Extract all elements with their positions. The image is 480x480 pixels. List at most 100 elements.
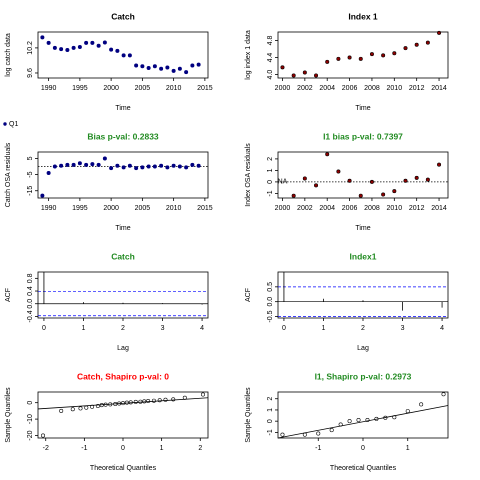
x-tick-label: 1990 [41,205,57,212]
x-tick-label: 0 [121,445,125,452]
point [336,56,341,61]
point [41,433,46,438]
point [77,45,82,50]
point [103,402,108,407]
point [165,165,170,170]
y-tick-label: 0.0 [27,299,34,309]
y-tick-label: 5 [27,156,34,160]
x-tick-label: 2002 [297,205,313,212]
point [291,193,296,198]
point [200,392,205,397]
point [109,47,114,52]
x-tick-label: 1 [82,325,86,332]
point [84,40,89,45]
y-tick-label: 0 [267,419,274,423]
y-axis-label: Sample Quantiles [5,387,12,443]
x-tick-label: -1 [81,445,87,452]
x-tick-label: -1 [315,445,321,452]
point [369,52,374,57]
point [121,53,126,58]
point [383,415,388,420]
point [40,193,45,198]
x-tick-label: 0 [282,325,286,332]
point [405,409,410,414]
point [403,178,408,183]
point [90,404,95,409]
point [90,40,95,45]
x-axis-label: Time [355,225,370,232]
point [40,35,45,40]
point [113,401,118,406]
point [437,30,442,35]
point [190,162,195,167]
plot-box [37,151,209,199]
y-tick-label: 9.6 [27,68,34,78]
point [441,392,446,397]
x-axis-label: Time [355,105,370,112]
point [165,65,170,70]
point [365,418,370,423]
point [102,40,107,45]
point [52,164,57,169]
point [96,162,101,167]
y-tick-label: 10.2 [27,41,34,55]
plot-box [37,391,209,439]
point [325,59,330,64]
x-axis-label: Theoretical Quantiles [90,465,157,472]
y-tick-label: 4.0 [267,70,274,80]
point [157,398,162,403]
qq-line [37,397,209,410]
x-tick-label: 2000 [275,85,291,92]
point [325,152,330,157]
x-tick-label: 2010 [387,205,403,212]
plot-box [277,271,449,319]
x-tick-label: -2 [43,445,49,452]
point [414,175,419,180]
x-tick-label: 1 [160,445,164,452]
y-tick-label: 0.5 [267,282,274,292]
point [437,162,442,167]
point [347,55,352,60]
point [90,162,95,167]
x-tick-label: 2012 [409,205,425,212]
point [134,63,139,68]
y-axis-label: log catch data [5,33,12,77]
plot-box [37,31,209,79]
point [84,162,89,167]
point [338,422,343,427]
point [70,407,75,412]
x-axis-label: Lag [117,345,129,352]
panel-title: Index1 [350,251,377,261]
x-tick-label: 1995 [72,85,88,92]
point [142,399,147,404]
point [52,45,57,50]
point [146,399,151,404]
y-tick-label: 0.4 [27,286,34,296]
panel-title: I1, Shapiro p-val: 0.2973 [315,371,412,381]
panel-title: Catch, Shapiro p-val: 0 [77,371,169,381]
y-axis-label: Sample Quantiles [245,387,252,443]
point [109,166,114,171]
x-tick-label: 2010 [387,85,403,92]
point [121,165,126,170]
point [171,397,176,402]
point [65,47,70,52]
plot-box [277,151,449,199]
x-tick-label: 2012 [409,85,425,92]
plot-box [277,391,449,439]
point [392,51,397,56]
plot-box [277,31,449,79]
point [128,400,133,405]
point [59,47,64,52]
point [196,62,201,67]
x-tick-label: 0 [361,445,365,452]
point [46,40,51,45]
point [302,176,307,181]
point [425,177,430,182]
point [127,53,132,58]
x-tick-label: 1 [406,445,410,452]
y-tick-label: 0 [267,180,274,184]
point [108,402,113,407]
x-tick-label: 1995 [72,205,88,212]
y-tick-label: -10 [27,414,34,424]
